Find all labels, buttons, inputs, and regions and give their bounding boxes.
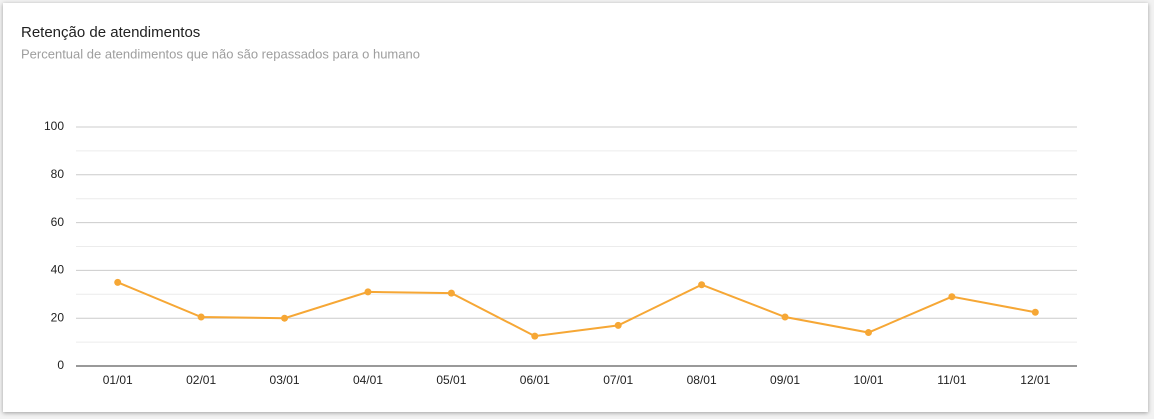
- point: [864, 329, 872, 337]
- point: [114, 278, 122, 286]
- x-tick-label: 03/01: [270, 373, 300, 387]
- card: [3, 3, 1148, 412]
- chart-subtitle: Percentual de atendimentos que não são r…: [21, 46, 420, 61]
- point: [364, 288, 372, 296]
- y-tick-label: 40: [51, 263, 65, 277]
- point: [1031, 308, 1039, 316]
- y-tick-label: 100: [44, 119, 64, 133]
- x-tick-label: 11/01: [937, 373, 966, 387]
- y-tick-label: 60: [51, 215, 65, 229]
- x-tick-label: 05/01: [436, 373, 466, 387]
- point: [531, 332, 539, 340]
- chart-title: Retenção de atendimentos: [21, 24, 200, 41]
- x-tick-label: 08/01: [687, 373, 717, 387]
- x-tick-label: 12/01: [1020, 373, 1050, 387]
- point: [281, 314, 289, 322]
- x-tick-label: 02/01: [186, 373, 216, 387]
- point: [781, 313, 789, 321]
- y-tick-label: 20: [51, 310, 65, 324]
- y-tick-label: 0: [57, 358, 64, 372]
- point: [698, 281, 706, 289]
- x-tick-label: 09/01: [770, 373, 800, 387]
- y-tick-label: 80: [51, 167, 65, 181]
- x-tick-label: 04/01: [353, 373, 383, 387]
- x-tick-label: 10/01: [853, 373, 883, 387]
- x-tick-label: 01/01: [103, 373, 133, 387]
- point: [197, 313, 205, 321]
- point: [614, 321, 622, 329]
- point: [447, 289, 455, 297]
- line: [117, 281, 1036, 338]
- point: [948, 293, 956, 301]
- x-tick-label: 06/01: [520, 373, 550, 387]
- x-tick-label: 07/01: [603, 373, 633, 387]
